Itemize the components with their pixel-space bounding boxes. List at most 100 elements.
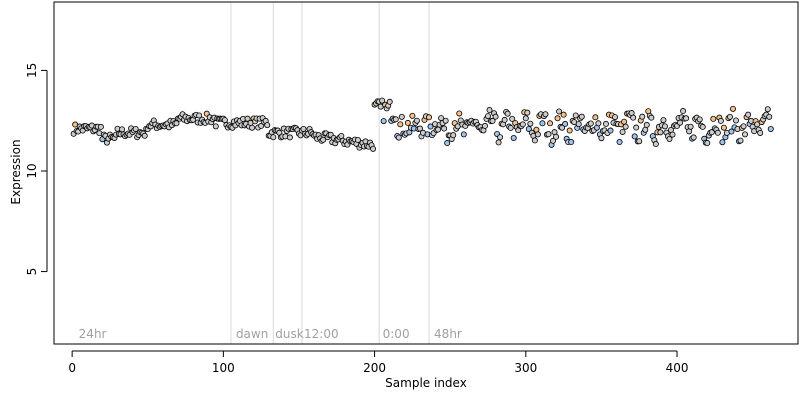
data-point (740, 123, 747, 130)
data-point (486, 107, 493, 114)
data-point (495, 139, 502, 146)
data-point (598, 135, 605, 142)
annotation-label: 0:00 (383, 327, 410, 341)
data-point (566, 127, 573, 134)
data-point (657, 129, 664, 136)
data-point (553, 133, 560, 140)
data-point (602, 120, 609, 127)
data-point (639, 113, 646, 120)
data-point (531, 137, 538, 144)
data-point (642, 126, 649, 133)
data-point (619, 128, 626, 135)
data-point (534, 131, 541, 138)
data-point (677, 119, 684, 126)
data-point (612, 114, 619, 121)
data-point (212, 123, 219, 130)
data-point (704, 140, 711, 147)
data-point (661, 123, 668, 130)
data-point (554, 115, 561, 122)
data-point (507, 124, 514, 131)
data-point (680, 108, 687, 115)
data-point (460, 131, 467, 138)
data-point (119, 126, 126, 133)
data-point (444, 140, 451, 147)
data-point (392, 116, 399, 123)
data-point (450, 132, 457, 139)
data-point (509, 115, 516, 122)
x-tick-label: 200 (363, 361, 386, 375)
data-point (397, 121, 404, 128)
data-point (354, 137, 361, 144)
data-point (572, 112, 579, 119)
data-point (687, 123, 694, 130)
data-point (539, 120, 546, 127)
data-point (442, 117, 449, 124)
data-point (435, 126, 442, 133)
y-axis-label: Expression (9, 139, 23, 204)
data-point (380, 118, 387, 125)
data-point (621, 118, 628, 125)
data-point (173, 120, 180, 127)
data-point (728, 128, 735, 135)
data-point (726, 113, 733, 120)
data-point (395, 134, 402, 141)
data-point (690, 134, 697, 141)
data-point (745, 111, 752, 118)
annotation-label: dusk (275, 327, 303, 341)
data-point (416, 125, 423, 132)
annotation-label: dawn (236, 327, 268, 341)
data-point (669, 131, 676, 138)
data-point (729, 105, 736, 112)
data-point (542, 111, 549, 118)
data-point (258, 122, 265, 129)
data-point (719, 139, 726, 146)
data-point (501, 116, 508, 123)
data-point (595, 120, 602, 127)
data-point (666, 136, 673, 143)
annotations: 24hr dawn dusk 12:00 0:00 48hr (79, 327, 462, 341)
data-point (441, 125, 448, 132)
data-point (720, 124, 727, 131)
data-point (708, 129, 715, 136)
data-point (562, 120, 569, 127)
data-point (636, 138, 643, 145)
data-point (386, 98, 393, 105)
data-point (631, 133, 638, 140)
data-point (504, 110, 511, 117)
data-point (249, 124, 256, 131)
vertical-markers (230, 2, 430, 344)
data-point (525, 125, 532, 132)
data-point (522, 115, 529, 122)
data-point (484, 113, 491, 120)
data-point (270, 134, 277, 141)
data-point (648, 114, 655, 121)
data-point (592, 114, 599, 121)
data-point (714, 129, 721, 136)
data-point (370, 145, 377, 152)
data-point (196, 112, 203, 119)
data-point (519, 121, 526, 128)
data-point (338, 132, 345, 139)
data-point (456, 110, 463, 117)
x-tick-label: 300 (514, 361, 537, 375)
data-point (409, 112, 416, 119)
data-point (568, 139, 575, 146)
data-point (264, 122, 271, 129)
data-point (633, 124, 640, 131)
data-point (717, 117, 724, 124)
data-point (427, 123, 434, 130)
y-tick-label: 15 (25, 63, 39, 78)
annotation-label: 24hr (79, 327, 107, 341)
data-point (286, 134, 293, 141)
data-point (320, 136, 327, 143)
data-point (660, 117, 667, 124)
data-point (97, 123, 104, 130)
data-point (426, 114, 433, 121)
data-point (492, 113, 499, 120)
data-point (550, 137, 557, 144)
data-point (398, 113, 405, 120)
data-point (578, 113, 585, 120)
data-point (244, 115, 251, 122)
data-point (510, 134, 517, 141)
